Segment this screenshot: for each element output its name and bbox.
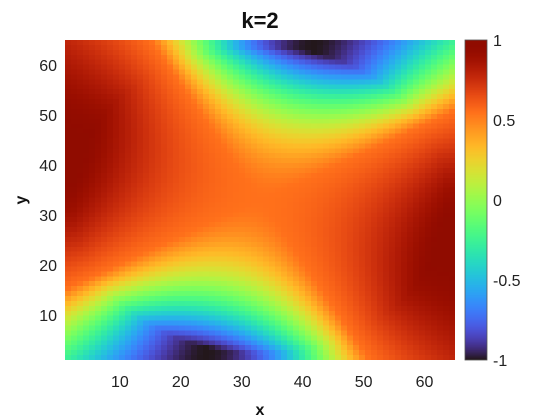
colorbar-tick-label: -0.5 xyxy=(493,273,521,290)
colorbar xyxy=(465,40,487,360)
colorbar-tick-label: 1 xyxy=(493,33,502,50)
heatmap-image xyxy=(65,40,455,360)
y-tick-label: 20 xyxy=(39,258,57,275)
y-tick-labels: 10 20 30 40 50 60 xyxy=(39,58,57,325)
colorbar-tick-label: -1 xyxy=(493,353,507,370)
x-tick-label: 40 xyxy=(294,374,312,391)
y-tick-label: 10 xyxy=(39,308,57,325)
colorbar-frame xyxy=(464,39,488,361)
y-tick-label: 40 xyxy=(39,158,57,175)
y-tick-label: 30 xyxy=(39,208,57,225)
y-axis-label: y xyxy=(13,195,30,204)
x-tick-label: 60 xyxy=(416,374,434,391)
x-tick-label: 20 xyxy=(172,374,190,391)
colorbar-tick-label: 0.5 xyxy=(493,113,515,130)
colorbar-tick-label: 0 xyxy=(493,193,502,210)
x-axis-label: x xyxy=(256,402,265,419)
y-tick-label: 50 xyxy=(39,108,57,125)
x-tick-labels: 10 20 30 40 50 60 xyxy=(111,374,434,391)
x-tick-label: 10 xyxy=(111,374,129,391)
chart-title: k=2 xyxy=(241,8,278,33)
colorbar-tick-labels: -1 -0.5 0 0.5 1 xyxy=(493,33,521,370)
x-tick-label: 50 xyxy=(355,374,373,391)
y-tick-label: 60 xyxy=(39,58,57,75)
x-tick-label: 30 xyxy=(233,374,251,391)
